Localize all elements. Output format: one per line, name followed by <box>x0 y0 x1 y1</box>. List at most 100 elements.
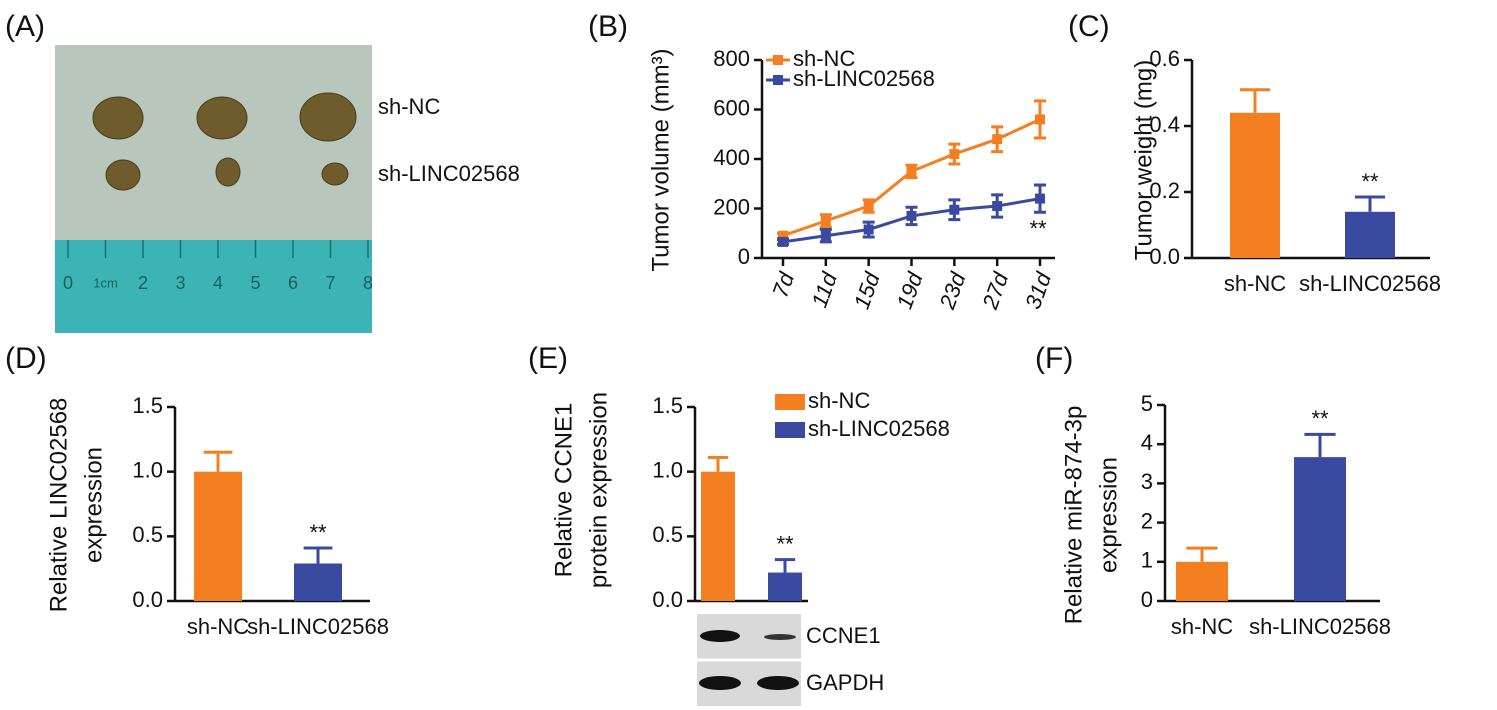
point <box>949 149 960 160</box>
annotation: ** <box>1029 216 1047 241</box>
panel-label: (A) <box>5 10 45 43</box>
ruler <box>55 240 372 333</box>
x-tick-label: 31d <box>1020 268 1056 312</box>
y-tick-label: 0.5 <box>132 522 163 547</box>
point <box>949 204 960 215</box>
legend-label: sh-LINC02568 <box>808 416 950 441</box>
y-tick-label: 1 <box>1141 548 1153 573</box>
legend-label: sh-NC <box>793 46 855 71</box>
point <box>906 210 917 221</box>
x-tick-label: sh-LINC02568 <box>247 614 389 639</box>
y-tick-label: 200 <box>713 194 750 219</box>
error-bar <box>203 450 233 472</box>
ruler-label: 6 <box>288 273 298 293</box>
x-tick-label: sh-NC <box>1171 614 1233 639</box>
y-tick-label: 0.0 <box>1149 244 1180 269</box>
x-tick-label: 15d <box>849 268 885 312</box>
y-tick-label: 0.5 <box>652 522 683 547</box>
y-tick-label: 1.5 <box>132 393 163 418</box>
ruler-label: 1cm <box>93 275 118 290</box>
panel-label: (E) <box>528 342 568 375</box>
y-tick-label: 4 <box>1141 430 1153 455</box>
western-blot <box>697 614 801 706</box>
blot-label: GAPDH <box>806 670 884 695</box>
point <box>992 201 1003 212</box>
y-tick-label: 5 <box>1141 391 1153 416</box>
ruler-label: 5 <box>250 273 260 293</box>
y-tick-label: 1.0 <box>652 457 683 482</box>
bar <box>701 471 735 601</box>
legend-marker <box>773 55 783 65</box>
point <box>992 134 1003 145</box>
legend-label: sh-LINC02568 <box>793 66 935 91</box>
x-tick-label: 23d <box>934 268 971 313</box>
tumors <box>92 92 357 191</box>
legend-label: sh-NC <box>808 388 870 413</box>
y-tick-label: 0 <box>1141 587 1153 612</box>
y-axis-label: Tumor volume (mm³) <box>647 48 674 271</box>
y-tick-label: 0.0 <box>652 587 683 612</box>
photo-label: sh-NC <box>378 94 440 119</box>
y-tick-label: 0 <box>738 244 750 269</box>
annotation: ** <box>309 520 327 545</box>
point <box>778 236 788 247</box>
point <box>820 215 831 226</box>
blot-label: CCNE1 <box>806 623 881 648</box>
y-tick-label: 400 <box>713 145 750 170</box>
annotation: ** <box>1311 406 1329 431</box>
y-tick-label: 0.6 <box>1149 46 1180 71</box>
x-tick-label: sh-NC <box>1224 271 1286 296</box>
legend-swatch <box>775 422 805 438</box>
y-axis-label: Tumor weight (mg) <box>1130 60 1157 260</box>
y-tick-label: 3 <box>1141 469 1153 494</box>
x-tick-label: sh-LINC02568 <box>1249 614 1391 639</box>
y-tick-label: 800 <box>713 46 750 71</box>
error-bar <box>1186 546 1218 562</box>
panel-label: (F) <box>1035 342 1073 375</box>
ruler-label: 3 <box>175 273 185 293</box>
legend-marker <box>773 75 783 85</box>
panel-label: (C) <box>1068 10 1110 43</box>
y-axis-label: Relative miR-874-3p <box>1060 406 1087 625</box>
panel-label: (D) <box>5 342 47 375</box>
point <box>906 166 917 177</box>
y-axis-label: Relative LINC02568 <box>45 398 72 613</box>
error-bar <box>707 455 729 472</box>
x-tick-label: 27d <box>977 268 1014 313</box>
ruler-label: 2 <box>138 273 148 293</box>
error-bar <box>774 558 796 573</box>
photo-label: sh-LINC02568 <box>378 161 520 186</box>
annotation: ** <box>776 531 794 556</box>
y-tick-label: 0.4 <box>1149 112 1180 137</box>
ruler-label: 7 <box>325 273 335 293</box>
bar <box>294 563 342 601</box>
bar <box>194 471 242 601</box>
x-tick-label: 11d <box>807 268 843 310</box>
bar <box>1230 112 1280 258</box>
error-bar <box>1355 195 1385 212</box>
point <box>820 230 831 241</box>
annotation: ** <box>1361 169 1379 194</box>
x-tick-label: sh-NC <box>187 614 249 639</box>
point <box>1035 114 1045 125</box>
y-axis-label: protein expression <box>585 392 612 588</box>
panel-label: (B) <box>588 10 628 43</box>
bar <box>1345 211 1395 258</box>
y-tick-label: 1.0 <box>132 457 163 482</box>
x-tick-label: 7d <box>767 268 799 300</box>
y-tick-label: 600 <box>713 95 750 120</box>
point <box>863 201 874 212</box>
bar <box>768 572 802 601</box>
y-axis-label: expression <box>80 447 107 563</box>
error-bar <box>303 546 333 564</box>
y-axis-label: expression <box>1095 457 1122 573</box>
bar <box>1294 457 1346 601</box>
y-axis-label: Relative CCNE1 <box>550 403 577 578</box>
y-tick-label: 1.5 <box>652 393 683 418</box>
point <box>1035 193 1045 204</box>
error-bar <box>1240 88 1270 113</box>
y-tick-label: 0.0 <box>132 587 163 612</box>
y-tick-label: 2 <box>1141 508 1153 533</box>
error-bar <box>1304 432 1336 458</box>
y-tick-label: 0.2 <box>1149 178 1180 203</box>
